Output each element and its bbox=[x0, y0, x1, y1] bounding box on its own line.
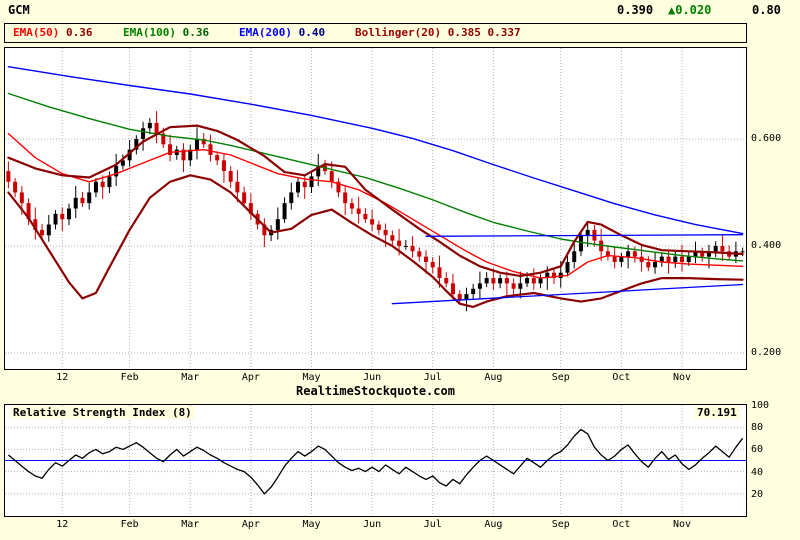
rsi-current-value: 70.191 bbox=[694, 406, 740, 419]
legend-item: EMA(200) 0.40 bbox=[239, 26, 325, 39]
month-label: Feb bbox=[120, 519, 139, 530]
month-label: Oct bbox=[612, 372, 631, 383]
rsi-axis-label: 20 bbox=[751, 488, 764, 500]
legend-item-label: EMA(100) bbox=[123, 26, 176, 39]
last-price: 0.390 bbox=[617, 3, 654, 17]
month-label: Sep bbox=[551, 519, 570, 530]
month-label: Apr bbox=[241, 519, 260, 530]
rsi-canvas bbox=[5, 405, 746, 516]
legend-item: EMA(50) 0.36 bbox=[13, 26, 92, 39]
ticker-symbol: GCM bbox=[8, 3, 30, 17]
month-label: 12 bbox=[56, 519, 69, 530]
month-label: Jun bbox=[363, 519, 382, 530]
legend-item-label: EMA(200) bbox=[239, 26, 292, 39]
month-label: Oct bbox=[612, 519, 631, 530]
price-axis-label: 0.400 bbox=[751, 239, 782, 251]
legend-item-value: 0.36 bbox=[65, 26, 93, 39]
month-label: Nov bbox=[672, 372, 692, 383]
price-chart-panel bbox=[4, 47, 747, 370]
month-label: Mar bbox=[181, 519, 200, 530]
month-label: Feb bbox=[120, 372, 139, 383]
legend-item-label: Bollinger(20) bbox=[355, 26, 442, 39]
month-label: Apr bbox=[241, 372, 260, 383]
legend-item-value: 0.36 bbox=[182, 26, 210, 39]
month-label: Aug bbox=[484, 519, 503, 530]
rsi-panel bbox=[4, 404, 747, 517]
rsi-axis-label: 40 bbox=[751, 466, 764, 478]
rsi-title: Relative Strength Index (8) bbox=[10, 406, 195, 419]
month-label: Sep bbox=[551, 372, 570, 383]
price-axis-top-label: 0.80 bbox=[752, 3, 781, 17]
month-label: 12 bbox=[56, 372, 69, 383]
price-axis-label: 0.600 bbox=[751, 132, 782, 144]
month-label: Aug bbox=[484, 372, 503, 383]
month-label: Jul bbox=[423, 372, 442, 383]
month-label: Jun bbox=[363, 372, 382, 383]
month-label: Nov bbox=[672, 519, 692, 530]
month-label: May bbox=[302, 372, 321, 383]
month-label: May bbox=[302, 519, 321, 530]
month-label: Mar bbox=[181, 372, 200, 383]
legend-item-value: 0.385 0.337 bbox=[447, 26, 521, 39]
price-chart-canvas bbox=[5, 48, 746, 369]
watermark: RealtimeStockquote.com bbox=[296, 384, 455, 398]
rsi-axis-label: 100 bbox=[751, 400, 770, 411]
month-label: Jul bbox=[423, 519, 442, 530]
legend-item-value: 0.40 bbox=[298, 26, 326, 39]
price-axis-label: 0.200 bbox=[751, 346, 782, 358]
legend-item-label: EMA(50) bbox=[13, 26, 60, 39]
legend-item: Bollinger(20) 0.385 0.337 bbox=[355, 26, 521, 39]
rsi-axis-label: 80 bbox=[751, 422, 764, 434]
price-change: ▲0.020 bbox=[668, 3, 712, 17]
rsi-axis-label: 60 bbox=[751, 444, 764, 456]
legend-item: EMA(100) 0.36 bbox=[123, 26, 209, 39]
indicator-legend: EMA(50) 0.36 EMA(100) 0.36 EMA(200) 0.40… bbox=[4, 23, 747, 43]
